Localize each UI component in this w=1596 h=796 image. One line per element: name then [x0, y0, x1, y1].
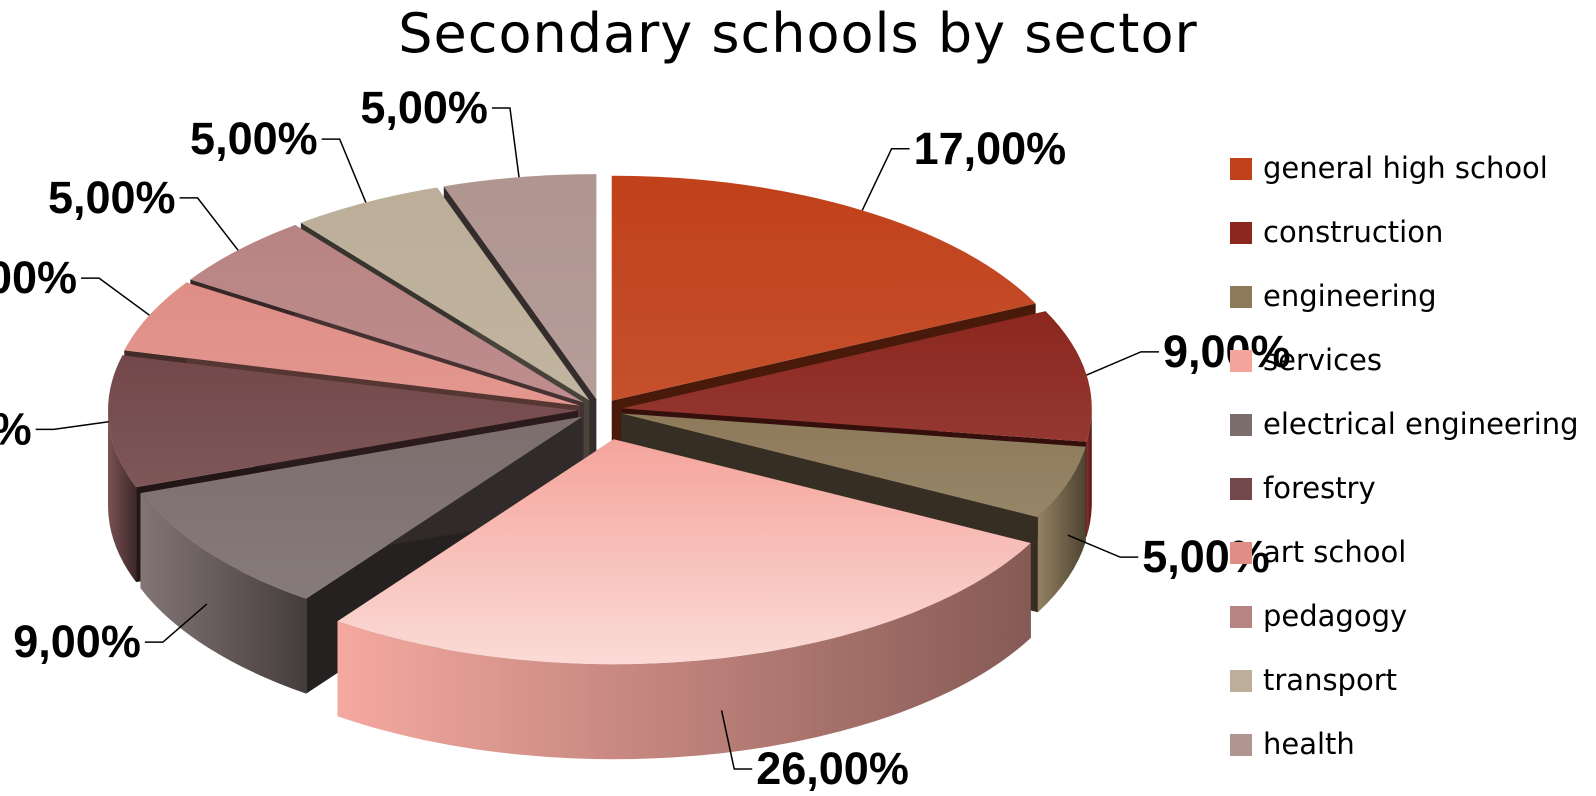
legend-item: services — [1230, 340, 1596, 404]
legend-label: pedagogy — [1263, 599, 1408, 633]
legend-swatch — [1230, 222, 1252, 244]
leader-line — [861, 148, 910, 211]
data-label: 5,00% — [48, 172, 176, 223]
slice-top-face — [337, 439, 1031, 665]
slice-top-face — [190, 224, 584, 403]
data-label: 9,00% — [1163, 326, 1291, 377]
legend-swatch — [1230, 542, 1252, 564]
leader-line — [1067, 534, 1139, 558]
legend-label: transport — [1263, 663, 1397, 697]
legend-item: forestry — [1230, 468, 1596, 532]
slice-outer-wall — [1086, 408, 1092, 537]
leader-line — [321, 138, 367, 203]
leader-line — [179, 197, 239, 251]
legend-label: health — [1263, 727, 1355, 761]
legend-item: art school — [1230, 532, 1596, 596]
leader-line — [720, 710, 753, 770]
slice-top-face — [611, 175, 1036, 401]
legend-swatch — [1230, 606, 1252, 628]
legend-item: pedagogy — [1230, 596, 1596, 660]
leader-line — [491, 107, 520, 178]
data-label: 5,00% — [190, 113, 318, 164]
legend-label: engineering — [1263, 279, 1437, 313]
legend-swatch — [1230, 478, 1252, 500]
slice-top-face — [108, 355, 579, 488]
legend-item: construction — [1230, 212, 1596, 276]
legend-label: electrical engineering — [1263, 407, 1579, 441]
legend-label: services — [1263, 343, 1382, 377]
legend-swatch — [1230, 286, 1252, 308]
legend-item: general high school — [1230, 148, 1596, 212]
chart-title: Secondary schools by sector — [398, 2, 1198, 65]
leader-line — [35, 420, 109, 431]
slice-top-face — [300, 187, 590, 401]
leader-line — [1086, 351, 1159, 376]
legend-item: transport — [1230, 660, 1596, 724]
legend-swatch — [1230, 670, 1252, 692]
slice-outer-wall — [1037, 446, 1086, 613]
data-label: 26,00% — [756, 743, 909, 794]
slice-top-face — [621, 311, 1092, 442]
slice-outer-wall — [337, 543, 1031, 760]
slice-top-face — [443, 174, 597, 400]
legend-swatch — [1230, 734, 1252, 756]
legend-swatch — [1230, 158, 1252, 180]
slice-top-face — [620, 413, 1086, 518]
legend-label: art school — [1263, 535, 1407, 569]
data-label: 9,00% — [0, 403, 32, 454]
slice-top-face — [140, 416, 583, 599]
chart-legend: general high school construction engineeri… — [1230, 148, 1596, 788]
legend-label: forestry — [1263, 471, 1376, 505]
pie-slice-services — [337, 439, 1031, 760]
legend-label: general high school — [1263, 151, 1548, 185]
data-label: 9,00% — [13, 616, 141, 667]
slice-outer-wall — [140, 493, 307, 694]
data-label: 5,00% — [360, 82, 488, 133]
legend-swatch — [1230, 414, 1252, 436]
legend-item: engineering — [1230, 276, 1596, 340]
slice-top-face — [124, 282, 580, 406]
slice-outer-wall — [108, 410, 137, 583]
legend-swatch — [1230, 350, 1252, 372]
leader-line — [144, 603, 208, 643]
data-label: 17,00% — [914, 123, 1067, 174]
data-label: 5,00% — [0, 252, 77, 303]
legend-label: construction — [1263, 215, 1444, 249]
leader-line — [81, 277, 150, 316]
legend-item: electrical engineering — [1230, 404, 1596, 468]
legend-item: health — [1230, 724, 1596, 788]
